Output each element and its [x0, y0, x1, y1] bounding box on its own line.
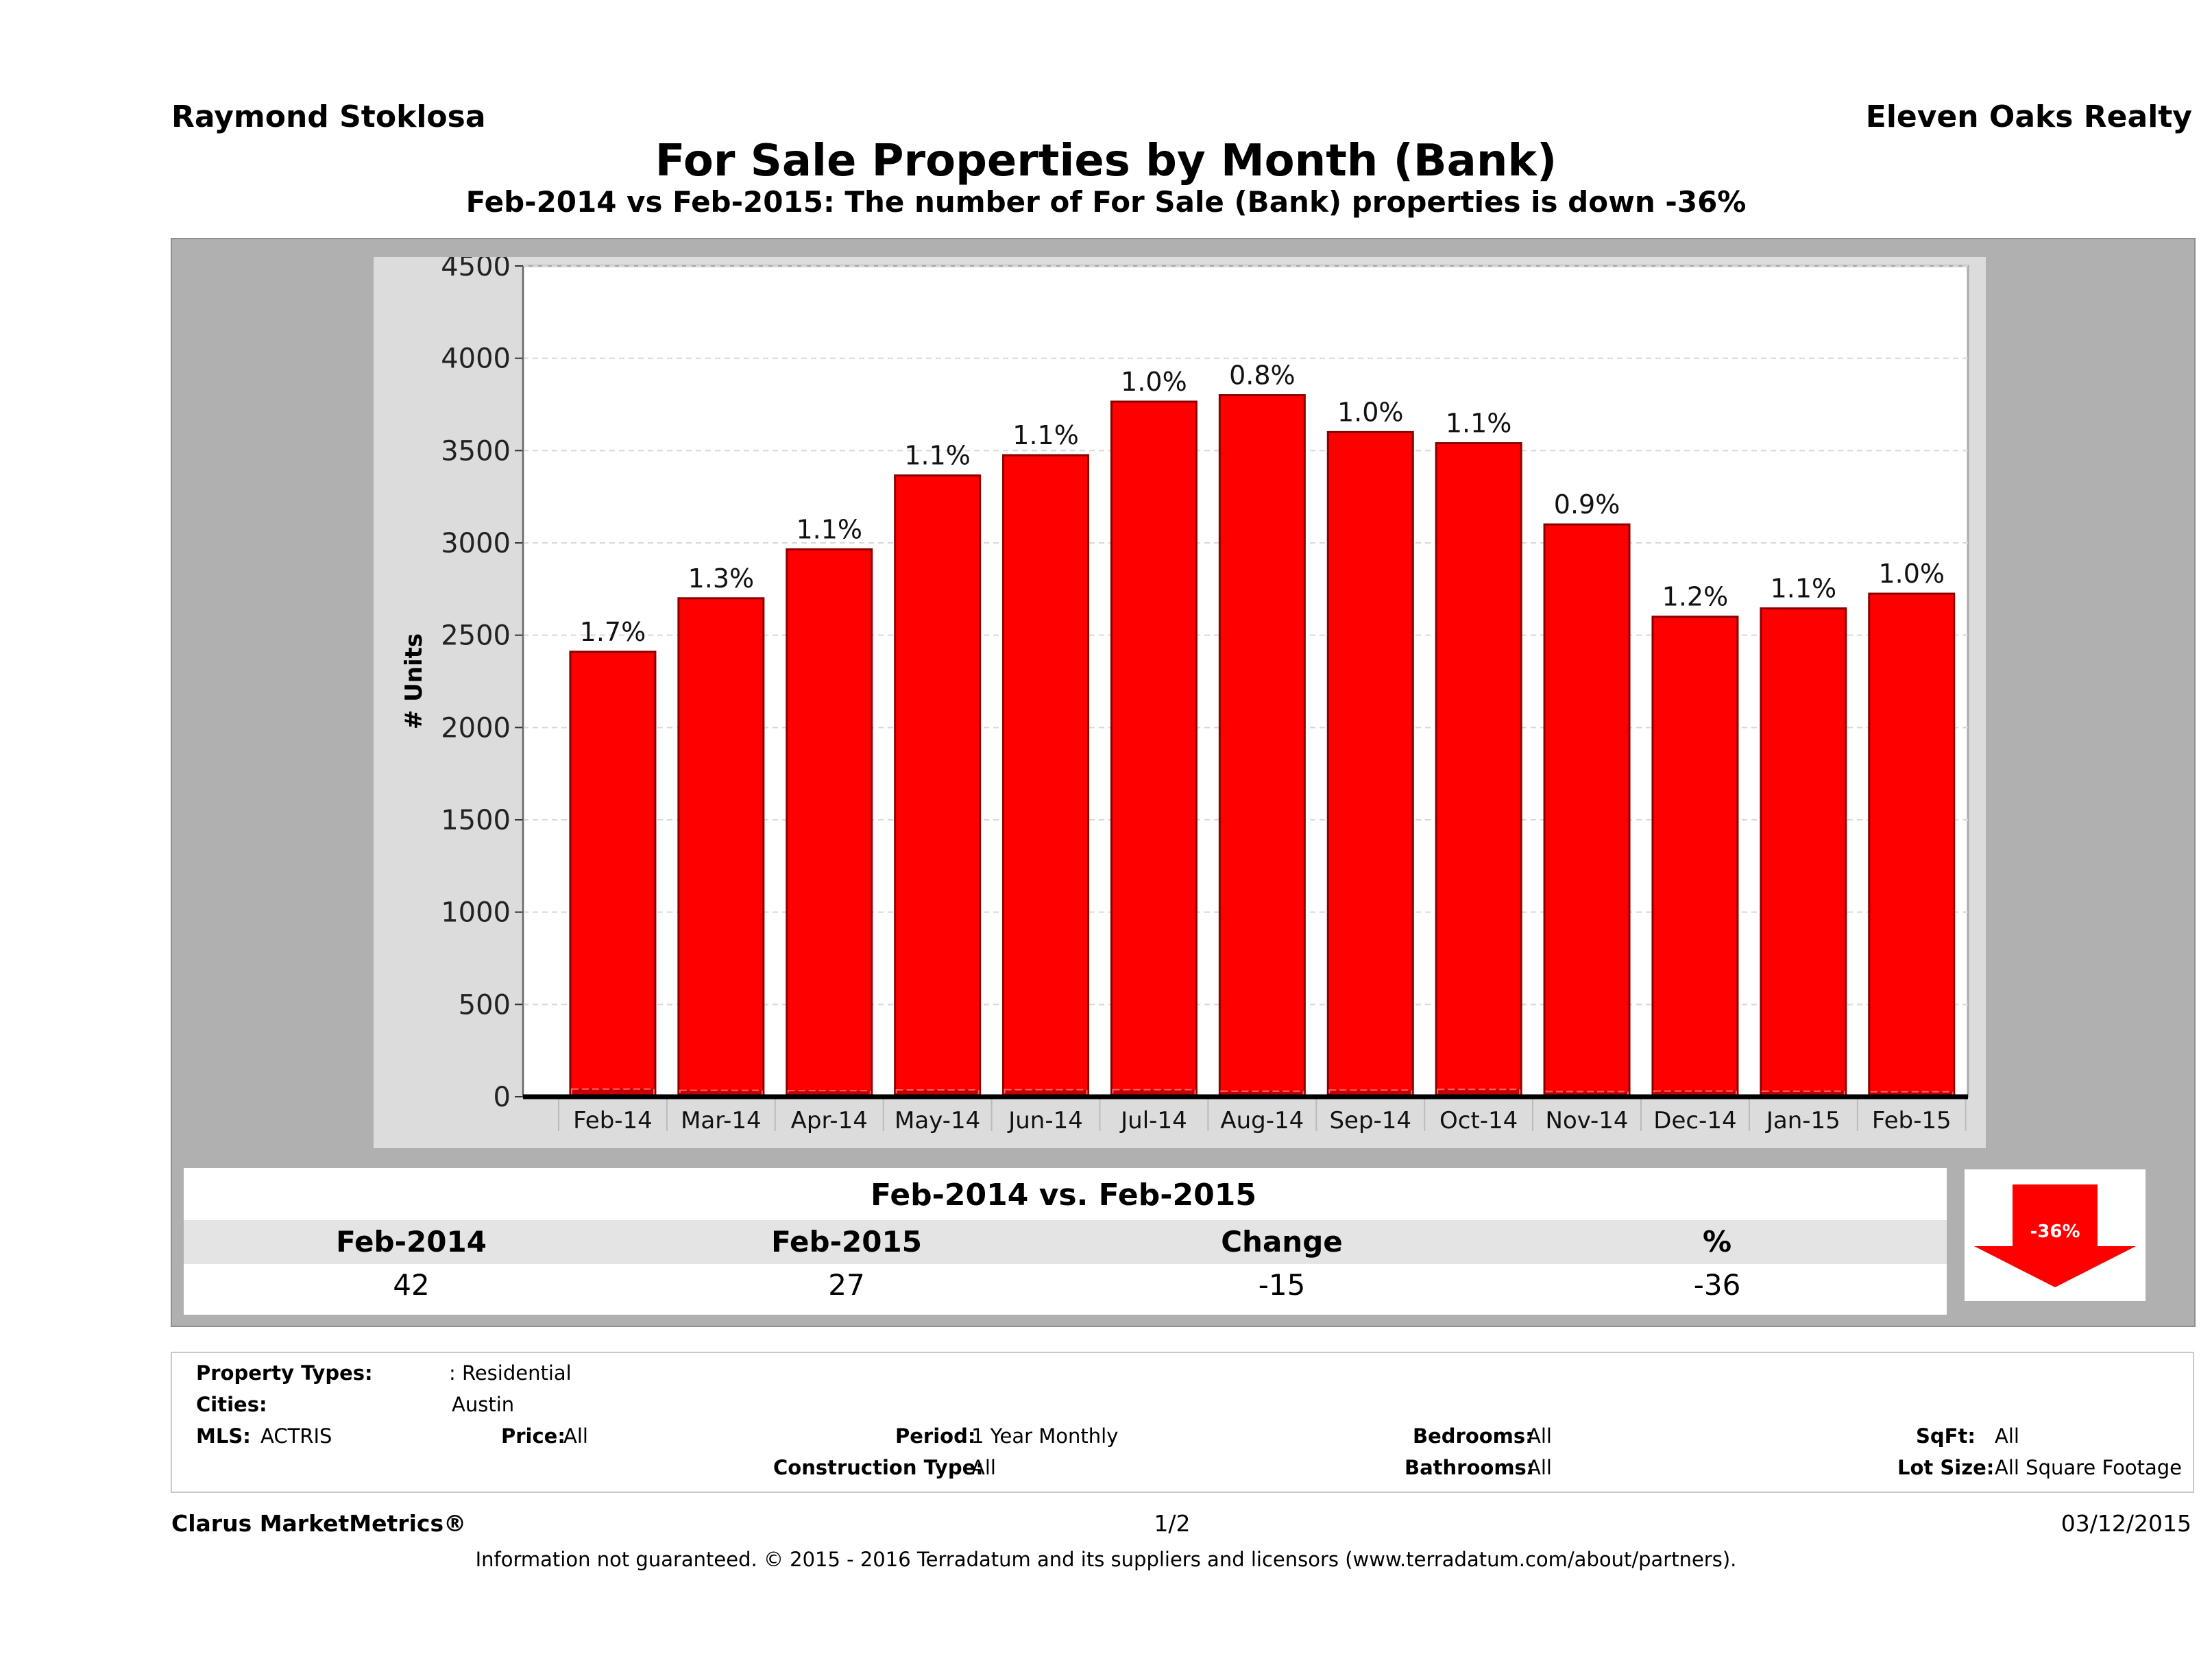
sqft-label: SqFt:	[1916, 1424, 1976, 1448]
x-tick-label: May-14	[895, 1107, 980, 1134]
period-label: Period:	[895, 1424, 976, 1448]
bar	[894, 474, 982, 1098]
col-header-change: Change	[1221, 1225, 1343, 1258]
comparison-header-band	[184, 1220, 1947, 1264]
data-label: 1.1%	[796, 514, 862, 544]
bar	[1868, 592, 1956, 1098]
criteria-box	[171, 1352, 2194, 1493]
bar	[1543, 523, 1631, 1098]
bar	[569, 650, 657, 1098]
y-tick-label: 500	[459, 989, 511, 1021]
value-feb-2014: 42	[393, 1268, 430, 1302]
x-tick-label: Nov-14	[1546, 1107, 1629, 1134]
x-tick-label: Aug-14	[1220, 1107, 1304, 1134]
price-label: Price:	[501, 1424, 566, 1448]
x-tick-label: Jul-14	[1119, 1107, 1187, 1134]
col-header-feb-2014: Feb-2014	[336, 1225, 487, 1258]
bar	[1651, 616, 1739, 1098]
x-tick-label: Jan-15	[1765, 1107, 1840, 1134]
x-tick-label: Mar-14	[681, 1107, 762, 1134]
lot-size-label: Lot Size:	[1897, 1456, 1995, 1479]
value-change: -15	[1258, 1268, 1306, 1302]
bedrooms-label: Bedrooms:	[1413, 1424, 1533, 1448]
data-label: 1.3%	[688, 563, 755, 594]
comparison-title: Feb-2014 vs. Feb-2015	[192, 1174, 1935, 1217]
col-header-feb-2015: Feb-2015	[771, 1225, 922, 1258]
data-label: 1.1%	[904, 441, 971, 471]
bathrooms-label: Bathrooms:	[1405, 1456, 1535, 1479]
data-label: 1.2%	[1662, 582, 1729, 612]
y-tick-label: 3500	[441, 435, 511, 467]
bar	[786, 548, 873, 1098]
bar	[1218, 394, 1306, 1098]
bedrooms-value: All	[1527, 1424, 1552, 1448]
y-tick-label: 2000	[441, 712, 511, 744]
company-name: Eleven Oaks Realty	[1865, 99, 2192, 134]
brand-footer: Clarus MarketMetrics®	[171, 1510, 467, 1537]
disclaimer: Information not guaranteed. © 2015 - 201…	[475, 1548, 1737, 1571]
data-label: 1.1%	[1771, 574, 1837, 604]
data-label: 1.0%	[1878, 559, 1945, 589]
y-tick-label: 0	[494, 1082, 511, 1113]
bar-chart: 0 500 1000 1500 2000 2500 3000 3500 4000 4500 # Un…	[400, 257, 1969, 1134]
bar-secondary	[1004, 1089, 1088, 1098]
data-label: 1.1%	[1012, 420, 1079, 450]
mls-label: MLS:	[196, 1424, 251, 1448]
y-tick-label: 2500	[441, 620, 511, 652]
x-tick-label: Oct-14	[1439, 1107, 1518, 1134]
bathrooms-value: All	[1527, 1456, 1552, 1479]
report-date: 03/12/2015	[2061, 1510, 2191, 1537]
chart-frame: 0 500 1000 1500 2000 2500 3000 3500 4000 4500 # Un…	[374, 257, 1986, 1148]
value-percent: -36	[1693, 1268, 1741, 1302]
bar	[1002, 454, 1090, 1098]
bar	[1326, 430, 1414, 1098]
chart-subtitle: Feb-2014 vs Feb-2015: The number of For …	[465, 185, 1747, 219]
x-tick-label: Feb-14	[573, 1107, 653, 1134]
cities-label: Cities:	[196, 1393, 267, 1416]
data-label: 0.9%	[1554, 489, 1620, 520]
bar-secondary	[570, 1088, 655, 1097]
period-value: 1 Year Monthly	[971, 1424, 1119, 1448]
bar-secondary	[1112, 1089, 1196, 1098]
data-label: 1.1%	[1446, 409, 1512, 439]
price-value: All	[563, 1424, 588, 1448]
data-label: 1.0%	[1337, 397, 1404, 427]
mls-value: ACTRIS	[260, 1424, 332, 1448]
y-tick-label: 4500	[441, 257, 511, 282]
bar	[1760, 607, 1847, 1098]
bar	[1435, 442, 1522, 1098]
cities-value: Austin	[452, 1393, 515, 1416]
data-label: 0.8%	[1229, 361, 1296, 391]
y-tick-label: 1500	[441, 805, 511, 836]
chart-title: For Sale Properties by Month (Bank)	[655, 136, 1557, 186]
page-number: 1/2	[1154, 1510, 1191, 1537]
bar-secondary	[1437, 1089, 1521, 1098]
property-types-label: Property Types:	[196, 1361, 373, 1385]
change-indicator	[1965, 1169, 2146, 1301]
construction-type-label: Construction Type:	[773, 1456, 984, 1479]
bar	[677, 597, 765, 1098]
y-tick-label: 3000	[441, 528, 511, 559]
y-axis-title: # Units	[400, 633, 428, 729]
value-feb-2015: 27	[828, 1268, 865, 1302]
property-types-value: : Residential	[449, 1361, 572, 1385]
x-tick-label: Jun-14	[1007, 1107, 1083, 1134]
col-header-percent: %	[1702, 1225, 1732, 1258]
bar	[1110, 400, 1198, 1098]
x-tick-label: Feb-15	[1872, 1107, 1952, 1134]
data-label: 1.0%	[1121, 367, 1187, 397]
y-tick-label: 4000	[441, 343, 511, 375]
data-label: 1.7%	[580, 617, 646, 647]
x-tick-label: Sep-14	[1329, 1107, 1411, 1134]
x-tick-label: Dec-14	[1653, 1107, 1736, 1134]
down-arrow-icon	[1974, 1184, 2136, 1287]
x-tick-label: Apr-14	[791, 1107, 868, 1134]
sqft-value: All	[1995, 1424, 2019, 1448]
lot-size-value: All Square Footage	[1995, 1456, 2183, 1479]
agent-name: Raymond Stoklosa	[171, 99, 486, 134]
y-tick-label: 1000	[441, 897, 511, 929]
comparison-values-row	[192, 1265, 1935, 1305]
construction-type-value: All	[971, 1456, 996, 1479]
change-badge-label: -36%	[2030, 1221, 2080, 1242]
